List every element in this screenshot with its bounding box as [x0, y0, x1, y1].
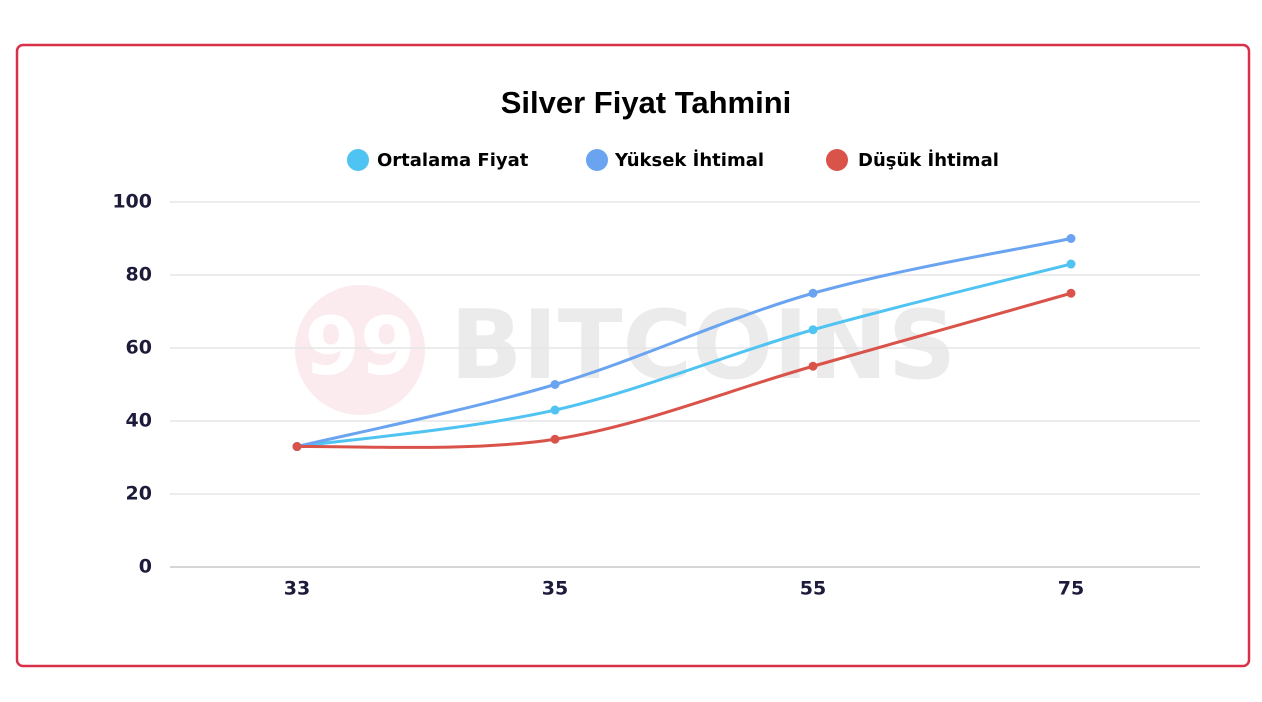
legend-label: Ortalama Fiyat — [377, 150, 529, 171]
legend-label: Yüksek İhtimal — [614, 149, 764, 171]
watermark: 99 BITCOINS — [295, 285, 956, 415]
legend-label: Düşük İhtimal — [858, 149, 999, 171]
data-point — [550, 380, 560, 389]
watermark-text: BITCOINS — [450, 291, 956, 401]
data-point — [550, 405, 560, 415]
data-point — [550, 434, 560, 444]
data-point — [808, 325, 818, 335]
data-point — [1066, 259, 1076, 269]
y-tick-label: 40 — [126, 410, 152, 432]
data-point — [1066, 288, 1076, 298]
watermark-logo-text: 99 — [304, 300, 415, 393]
x-tick-label: 75 — [1058, 578, 1084, 600]
x-tick-label: 35 — [542, 578, 568, 600]
y-tick-label: 100 — [112, 191, 152, 213]
data-point — [808, 361, 818, 371]
x-tick-label: 33 — [284, 578, 310, 600]
y-tick-label: 0 — [139, 556, 152, 578]
y-tick-label: 60 — [126, 337, 152, 359]
data-point — [808, 288, 818, 298]
series-line — [296, 237, 1072, 449]
series-line — [296, 262, 1072, 449]
legend-marker — [826, 149, 848, 171]
y-tick-label: 80 — [126, 264, 152, 286]
data-point — [292, 442, 302, 452]
frame — [15, 43, 1251, 668]
legend-marker — [586, 149, 608, 171]
chart-title: Silver Fiyat Tahmini — [501, 85, 792, 120]
y-tick-label: 20 — [126, 483, 152, 505]
series-line — [296, 291, 1072, 449]
watermark-logo — [295, 285, 425, 415]
legend-marker — [347, 149, 369, 171]
x-tick-label: 55 — [800, 578, 826, 600]
data-point — [1066, 234, 1076, 243]
